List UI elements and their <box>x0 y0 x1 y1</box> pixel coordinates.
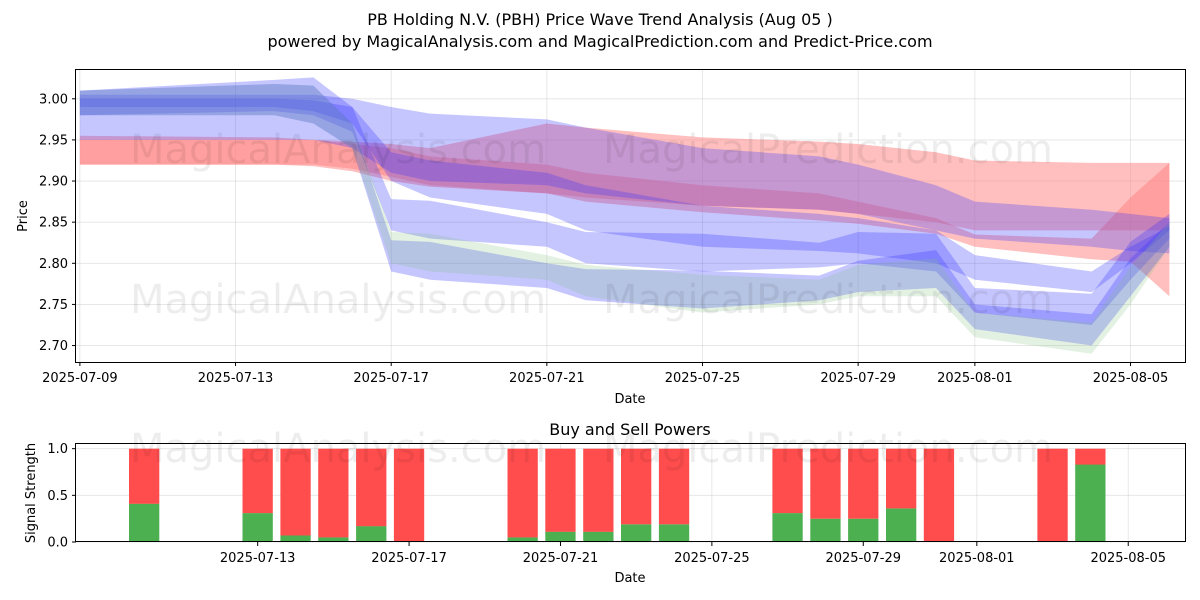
x-tick-label: 2025-08-05 <box>1090 551 1166 566</box>
signal-watermarks: MagicalAnalysis.com MagicalPrediction.co… <box>130 426 1053 472</box>
x-tick-label: 2025-08-05 <box>1093 371 1169 386</box>
sell-bar <box>280 448 311 536</box>
y-tick-label: 2.75 <box>39 298 68 313</box>
buy-bar <box>1075 464 1106 542</box>
signal-bars <box>129 448 1106 542</box>
x-tick-label: 2025-07-17 <box>371 551 447 566</box>
y-tick-label: 0.0 <box>47 536 68 551</box>
buy-bar <box>507 537 538 542</box>
price-watermarks: MagicalAnalysis.com MagicalPrediction.co… <box>130 127 1053 323</box>
buy-bar <box>280 535 311 542</box>
signal-x-axis-label: Date <box>614 571 645 586</box>
buy-bar <box>242 513 273 542</box>
watermark: MagicalAnalysis.com <box>130 426 546 472</box>
y-tick-label: 0.5 <box>47 489 68 504</box>
buy-bar <box>886 508 917 542</box>
signal-chart-title: Buy and Sell Powers <box>549 420 711 439</box>
x-tick-label: 2025-07-13 <box>220 551 296 566</box>
watermark: MagicalAnalysis.com <box>130 127 546 173</box>
sell-bar <box>621 448 652 525</box>
x-tick-label: 2025-07-21 <box>509 371 585 386</box>
buy-bar <box>810 518 841 542</box>
sell-bar <box>810 448 841 519</box>
x-tick-label: 2025-07-17 <box>353 371 429 386</box>
sell-bar <box>545 448 576 532</box>
signal-chart: Buy and Sell Powers MagicalAnalysis.com … <box>24 420 1186 586</box>
x-tick-label: 2025-08-01 <box>937 371 1013 386</box>
wave-band-blue <box>79 84 1170 346</box>
y-tick-label: 2.85 <box>39 216 68 231</box>
price-x-axis-label: Date <box>614 392 645 407</box>
chart-title-line2: powered by MagicalAnalysis.com and Magic… <box>267 32 932 51</box>
sell-bar <box>393 448 425 542</box>
x-tick-label: 2025-07-29 <box>825 551 901 566</box>
buy-bar <box>658 524 690 542</box>
x-tick-label: 2025-07-29 <box>820 371 896 386</box>
sell-bar <box>356 448 387 527</box>
y-tick-label: 2.80 <box>39 257 68 272</box>
price-y-axis-label: Price <box>16 200 31 232</box>
signal-plot-frame <box>75 443 1186 542</box>
sell-bar <box>1037 448 1068 542</box>
watermark: MagicalAnalysis.com <box>130 277 546 323</box>
sell-bar <box>507 448 538 538</box>
sell-bar <box>129 448 160 504</box>
buy-bar <box>356 526 387 542</box>
price-plot-frame <box>75 69 1186 363</box>
watermark: MagicalPrediction.com <box>603 127 1053 173</box>
buy-bar <box>772 513 803 542</box>
sell-bar <box>772 448 803 514</box>
signal-axis-ticks: 2025-07-13 2025-07-17 2025-07-21 2025-07-25… <box>47 442 1166 566</box>
price-chart: MagicalAnalysis.com MagicalPrediction.co… <box>16 69 1186 407</box>
price-axis-ticks: 2025-07-09 2025-07-13 2025-07-17 2025-07-21… <box>39 92 1168 386</box>
buy-bar <box>129 503 160 542</box>
wave-band-green <box>79 84 1170 354</box>
x-tick-label: 2025-07-25 <box>674 551 750 566</box>
y-tick-label: 2.90 <box>39 175 68 190</box>
price-wave-bands <box>79 77 1170 354</box>
watermark: MagicalPrediction.com <box>603 277 1053 323</box>
buy-bar <box>583 531 614 542</box>
buy-bar <box>621 524 652 542</box>
sell-bar <box>318 448 349 538</box>
buy-bar <box>848 518 879 542</box>
sell-bar <box>1075 448 1106 465</box>
wave-band-blue <box>79 94 1170 254</box>
sell-bar <box>923 448 955 542</box>
x-tick-label: 2025-07-09 <box>42 371 118 386</box>
sell-bar <box>848 448 879 519</box>
x-tick-label: 2025-07-25 <box>665 371 741 386</box>
wave-band-red <box>79 123 1170 231</box>
y-tick-label: 2.70 <box>39 339 68 354</box>
watermark: MagicalPrediction.com <box>603 426 1053 472</box>
y-tick-label: 1.0 <box>47 442 68 457</box>
buy-bar <box>318 537 349 542</box>
y-tick-label: 3.00 <box>39 92 68 107</box>
x-tick-label: 2025-07-13 <box>198 371 274 386</box>
sell-bar <box>583 448 614 532</box>
signal-y-axis-label: Signal Strength <box>24 443 39 543</box>
sell-bar <box>886 448 917 509</box>
buy-bar <box>545 531 576 542</box>
wave-band-blue <box>79 77 1170 326</box>
x-tick-label: 2025-07-21 <box>523 551 599 566</box>
wave-band-blue <box>79 98 1170 293</box>
sell-bar <box>658 448 690 525</box>
sell-bar <box>242 448 273 514</box>
x-tick-label: 2025-08-01 <box>939 551 1015 566</box>
y-tick-label: 2.95 <box>39 133 68 148</box>
chart-title-line1: PB Holding N.V. (PBH) Price Wave Trend A… <box>367 10 833 29</box>
